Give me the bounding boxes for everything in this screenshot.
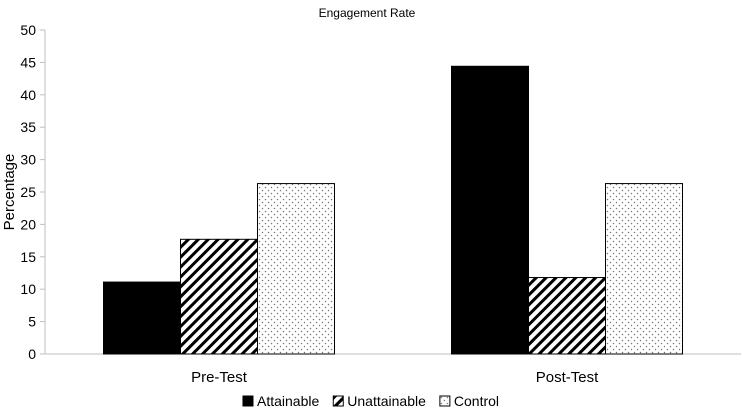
- y-tick-label: 30: [20, 152, 36, 168]
- y-tick-label: 45: [20, 54, 36, 70]
- plot-area: 0 5 10 15 20 25 30 35 40 45 50 Pre-Test Post-Test: [20, 22, 741, 386]
- y-tick-label: 0: [28, 346, 36, 362]
- legend-label: Unattainable: [347, 393, 426, 409]
- x-category-label: Post-Test: [536, 369, 599, 386]
- y-tick-label: 50: [20, 22, 36, 38]
- legend-item: Control: [439, 393, 499, 409]
- y-tick-label: 10: [20, 281, 36, 297]
- legend-item: Unattainable: [332, 393, 426, 409]
- bar-control-pre-test: [257, 183, 335, 355]
- bar-attainable-post-test: [451, 65, 529, 355]
- chart-title: Engagement Rate: [319, 6, 416, 20]
- x-category-label: Pre-Test: [191, 369, 248, 386]
- legend-label: Attainable: [257, 393, 319, 409]
- y-axis-label: Percentage: [1, 154, 18, 231]
- bar-unattainable-post-test: [528, 277, 606, 355]
- y-tick-label: 20: [20, 216, 36, 232]
- bar-control-post-test: [605, 183, 683, 355]
- legend-swatch-control: [439, 395, 451, 407]
- bar-attainable-pre-test: [103, 281, 181, 355]
- legend-label: Control: [454, 393, 499, 409]
- y-tick-label: 5: [28, 314, 36, 330]
- legend: Attainable Unattainable Control: [242, 393, 499, 409]
- y-tick-label: 15: [20, 249, 36, 265]
- y-tick-label: 25: [20, 184, 36, 200]
- legend-item: Attainable: [242, 393, 319, 409]
- y-tick-label: 35: [20, 119, 36, 135]
- legend-swatch-unattainable: [332, 395, 344, 407]
- legend-swatch-attainable: [242, 395, 254, 407]
- y-tick-label: 40: [20, 87, 36, 103]
- bar-unattainable-pre-test: [180, 238, 258, 355]
